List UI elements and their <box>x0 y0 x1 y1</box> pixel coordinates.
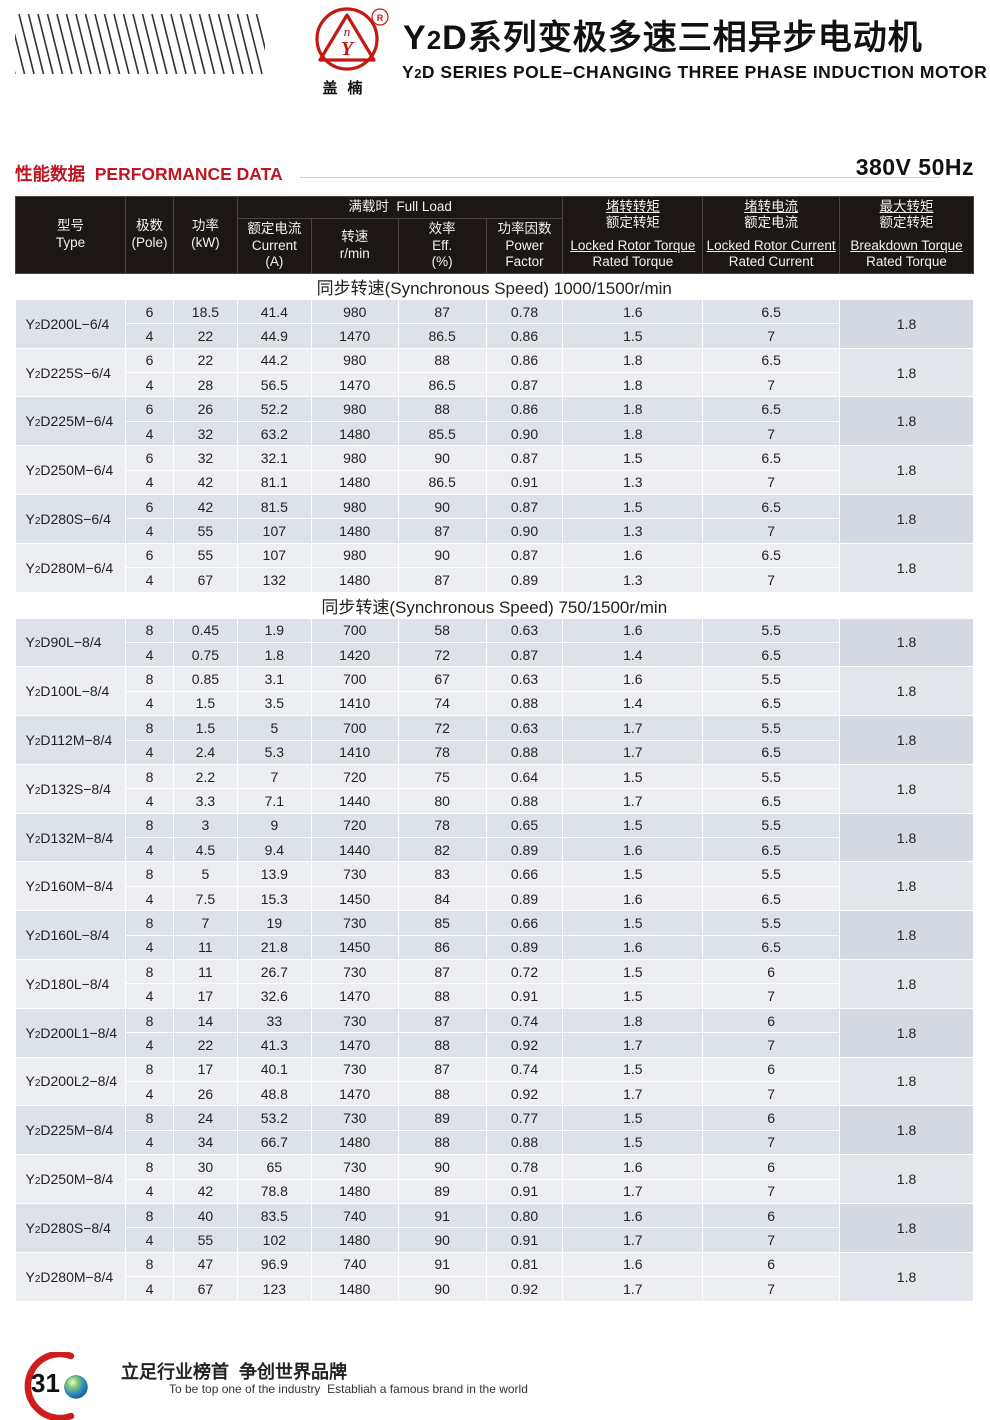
svg-text:n: n <box>344 24 351 39</box>
svg-text:R: R <box>377 13 384 23</box>
svg-text:Y: Y <box>341 38 355 60</box>
